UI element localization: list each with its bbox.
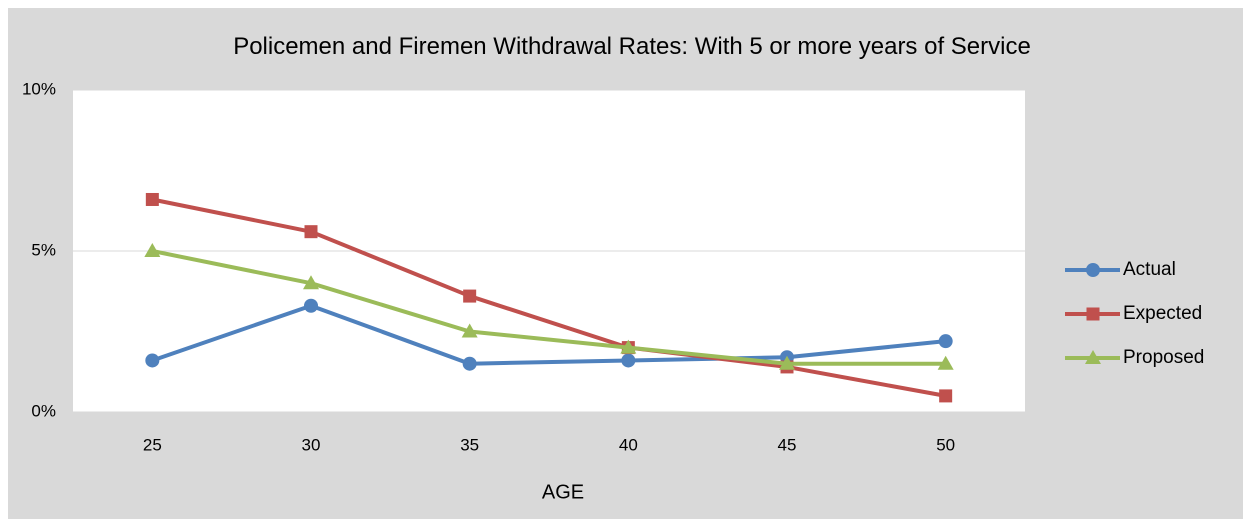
- x-tick-label: 45: [778, 435, 797, 454]
- x-tick-label: 30: [302, 435, 321, 454]
- series-line: [151, 303, 946, 366]
- data-point: [939, 389, 953, 403]
- x-tick-label: 40: [619, 435, 638, 454]
- legend-label: Proposed: [1123, 347, 1204, 368]
- x-tick-label: 35: [460, 435, 479, 454]
- data-point: [461, 323, 478, 338]
- legend-marker: [1086, 307, 1100, 321]
- series-line: [151, 197, 947, 398]
- y-tick-label: 10%: [22, 79, 56, 98]
- data-point: [304, 298, 318, 313]
- data-point: [304, 225, 318, 239]
- data-point: [145, 192, 159, 206]
- data-point: [621, 353, 636, 368]
- y-tick-label: 0%: [31, 401, 56, 420]
- data-point: [462, 356, 477, 371]
- data-point: [779, 355, 795, 370]
- x-tick-label: 25: [143, 435, 162, 454]
- data-point: [938, 334, 953, 349]
- data-point: [620, 339, 637, 354]
- legend-marker: [1086, 263, 1100, 277]
- y-tick-label: 5%: [31, 240, 56, 259]
- legend-marker: [1085, 350, 1101, 364]
- data-point: [303, 275, 319, 290]
- x-axis-title: AGE: [542, 481, 584, 503]
- data-point: [937, 355, 954, 370]
- legend-label: Expected: [1123, 303, 1202, 324]
- series-line: [151, 249, 946, 366]
- chart-title: Policemen and Firemen Withdrawal Rates: …: [233, 33, 1031, 60]
- legend-label: Actual: [1123, 259, 1176, 280]
- data-point: [145, 353, 160, 368]
- data-point: [463, 289, 477, 303]
- data-point: [144, 243, 161, 257]
- x-tick-label: 50: [936, 435, 955, 454]
